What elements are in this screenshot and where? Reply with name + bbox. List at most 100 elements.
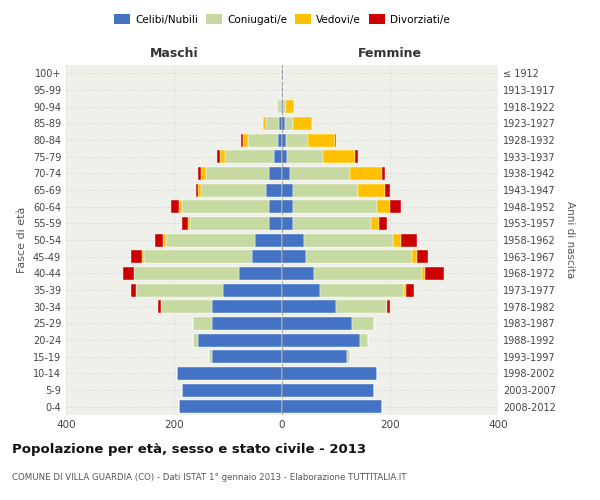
Bar: [158, 300, 161, 313]
Bar: [314, 267, 422, 280]
Bar: [349, 167, 382, 180]
Bar: [255, 234, 282, 246]
Bar: [282, 250, 307, 263]
Bar: [379, 217, 388, 230]
Bar: [198, 334, 282, 346]
Bar: [198, 184, 201, 196]
Bar: [190, 217, 269, 230]
Bar: [131, 284, 136, 296]
Bar: [382, 167, 385, 180]
Bar: [282, 234, 304, 246]
Bar: [307, 250, 412, 263]
Bar: [282, 200, 293, 213]
Bar: [286, 134, 308, 146]
Bar: [266, 117, 280, 130]
Bar: [193, 317, 212, 330]
Bar: [282, 134, 286, 146]
Bar: [282, 117, 285, 130]
Bar: [269, 217, 282, 230]
Bar: [282, 100, 283, 113]
Bar: [412, 250, 417, 263]
Bar: [253, 250, 282, 263]
Bar: [176, 367, 282, 380]
Bar: [282, 267, 314, 280]
Bar: [278, 134, 282, 146]
Bar: [336, 300, 388, 313]
Text: Femmine: Femmine: [358, 47, 422, 60]
Bar: [392, 234, 401, 246]
Bar: [388, 300, 390, 313]
Bar: [285, 117, 293, 130]
Bar: [172, 200, 179, 213]
Bar: [212, 300, 282, 313]
Bar: [201, 167, 206, 180]
Bar: [179, 400, 282, 413]
Bar: [282, 284, 320, 296]
Bar: [293, 200, 377, 213]
Bar: [352, 317, 374, 330]
Bar: [277, 100, 278, 113]
Bar: [193, 334, 198, 346]
Bar: [385, 184, 390, 196]
Bar: [179, 200, 182, 213]
Bar: [269, 200, 282, 213]
Bar: [282, 184, 293, 196]
Bar: [282, 334, 360, 346]
Bar: [142, 250, 144, 263]
Bar: [201, 184, 266, 196]
Bar: [163, 234, 166, 246]
Bar: [242, 134, 248, 146]
Y-axis label: Fasce di età: Fasce di età: [17, 207, 27, 273]
Bar: [281, 100, 282, 113]
Bar: [371, 217, 379, 230]
Bar: [212, 350, 282, 363]
Legend: Celibi/Nubili, Coniugati/e, Vedovi/e, Divorziati/e: Celibi/Nubili, Coniugati/e, Vedovi/e, Di…: [110, 10, 454, 29]
Bar: [377, 200, 390, 213]
Bar: [283, 100, 286, 113]
Bar: [248, 134, 278, 146]
Bar: [347, 350, 349, 363]
Bar: [286, 100, 294, 113]
Bar: [206, 167, 269, 180]
Bar: [425, 267, 444, 280]
Bar: [335, 134, 336, 146]
Bar: [355, 150, 358, 163]
Bar: [123, 267, 133, 280]
Bar: [198, 167, 201, 180]
Bar: [422, 267, 425, 280]
Bar: [390, 200, 401, 213]
Bar: [274, 150, 282, 163]
Bar: [239, 267, 282, 280]
Bar: [220, 150, 226, 163]
Bar: [278, 100, 281, 113]
Bar: [217, 150, 220, 163]
Bar: [404, 284, 406, 296]
Bar: [166, 234, 255, 246]
Bar: [136, 284, 223, 296]
Bar: [196, 184, 198, 196]
Bar: [241, 134, 242, 146]
Bar: [263, 117, 266, 130]
Bar: [282, 367, 377, 380]
Bar: [320, 284, 404, 296]
Bar: [308, 134, 335, 146]
Text: COMUNE DI VILLA GUARDIA (CO) - Dati ISTAT 1° gennaio 2013 - Elaborazione TUTTITA: COMUNE DI VILLA GUARDIA (CO) - Dati ISTA…: [12, 472, 407, 482]
Bar: [417, 250, 428, 263]
Bar: [360, 334, 368, 346]
Bar: [182, 200, 269, 213]
Bar: [293, 117, 312, 130]
Bar: [182, 217, 187, 230]
Bar: [161, 300, 212, 313]
Bar: [282, 317, 352, 330]
Bar: [282, 300, 336, 313]
Bar: [290, 167, 349, 180]
Bar: [131, 250, 142, 263]
Bar: [293, 217, 371, 230]
Bar: [266, 184, 282, 196]
Bar: [212, 317, 282, 330]
Bar: [304, 234, 393, 246]
Bar: [287, 150, 323, 163]
Bar: [282, 350, 347, 363]
Bar: [187, 217, 190, 230]
Bar: [406, 284, 415, 296]
